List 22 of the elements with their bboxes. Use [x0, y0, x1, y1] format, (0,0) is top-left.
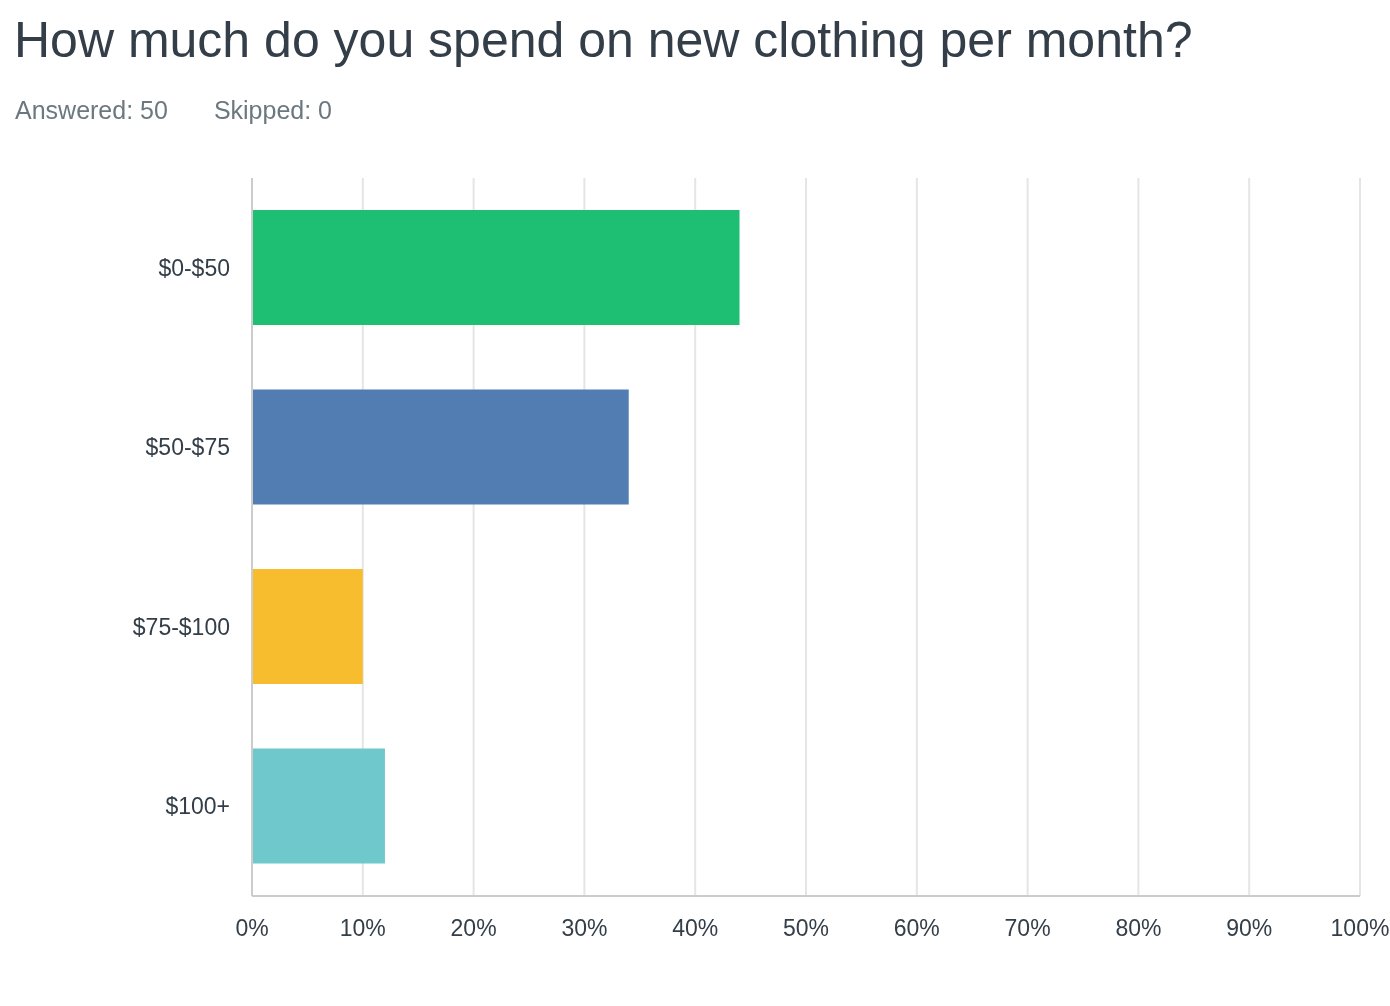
bar	[252, 389, 629, 505]
y-tick-label: $50-$75	[145, 434, 230, 461]
text: Skipped: 0	[213, 96, 333, 126]
x-tick-label: 40%	[672, 915, 719, 942]
y-tick-label: $100+	[165, 793, 230, 820]
bar	[252, 748, 385, 864]
chart-title: How much do you spend on new clothing per month?	[14, 11, 1194, 70]
bar	[252, 210, 740, 325]
x-tick-label: 30%	[561, 915, 608, 942]
x-tick-label: 90%	[1226, 915, 1273, 942]
x-tick-label: 50%	[782, 915, 830, 942]
x-tick-label: 100%	[1330, 915, 1390, 942]
x-tick-label: 0%	[235, 915, 269, 942]
x-tick-label: 70%	[1004, 915, 1051, 942]
text: Answered: 50	[15, 96, 168, 126]
x-tick-label: 80%	[1115, 915, 1162, 942]
y-tick-label: $75-$100	[132, 613, 230, 640]
x-tick-label: 10%	[339, 915, 386, 942]
y-tick-label: $0-$50	[158, 254, 230, 281]
bar	[252, 569, 363, 684]
x-tick-label: 60%	[893, 915, 940, 942]
x-tick-label: 20%	[450, 915, 497, 942]
